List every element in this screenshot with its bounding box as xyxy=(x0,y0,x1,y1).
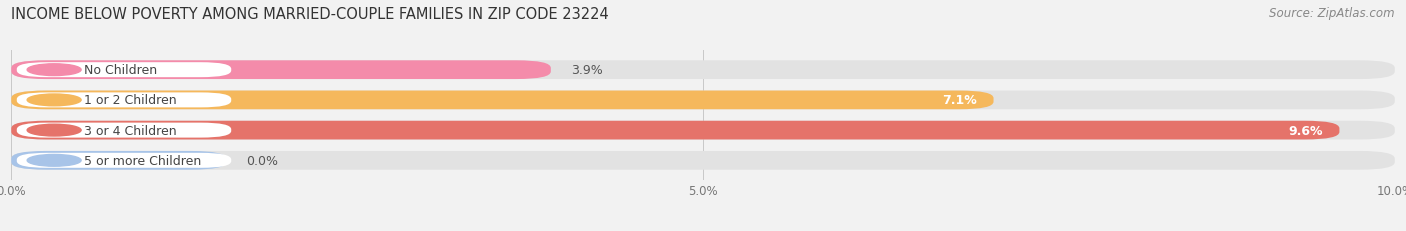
FancyBboxPatch shape xyxy=(11,61,1395,80)
FancyBboxPatch shape xyxy=(17,63,231,78)
FancyBboxPatch shape xyxy=(11,91,994,110)
Circle shape xyxy=(27,125,82,137)
Text: 3 or 4 Children: 3 or 4 Children xyxy=(83,124,176,137)
Circle shape xyxy=(27,94,82,106)
Text: No Children: No Children xyxy=(83,64,156,77)
Text: 9.6%: 9.6% xyxy=(1288,124,1323,137)
Text: 3.9%: 3.9% xyxy=(572,64,603,77)
Circle shape xyxy=(27,64,82,76)
FancyBboxPatch shape xyxy=(17,93,231,108)
FancyBboxPatch shape xyxy=(17,123,231,138)
Text: 7.1%: 7.1% xyxy=(942,94,977,107)
Text: 0.0%: 0.0% xyxy=(246,154,278,167)
FancyBboxPatch shape xyxy=(11,91,1395,110)
FancyBboxPatch shape xyxy=(11,121,1395,140)
FancyBboxPatch shape xyxy=(17,153,231,168)
Circle shape xyxy=(27,155,82,167)
Text: INCOME BELOW POVERTY AMONG MARRIED-COUPLE FAMILIES IN ZIP CODE 23224: INCOME BELOW POVERTY AMONG MARRIED-COUPL… xyxy=(11,7,609,22)
FancyBboxPatch shape xyxy=(11,121,1340,140)
FancyBboxPatch shape xyxy=(11,61,551,80)
Text: Source: ZipAtlas.com: Source: ZipAtlas.com xyxy=(1270,7,1395,20)
Text: 5 or more Children: 5 or more Children xyxy=(83,154,201,167)
FancyBboxPatch shape xyxy=(11,151,1395,170)
Text: 1 or 2 Children: 1 or 2 Children xyxy=(83,94,176,107)
FancyBboxPatch shape xyxy=(11,151,226,170)
